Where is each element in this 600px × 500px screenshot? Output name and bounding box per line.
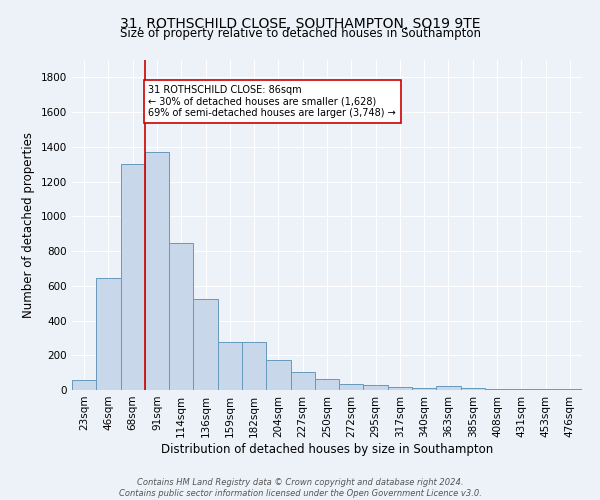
Text: 31, ROTHSCHILD CLOSE, SOUTHAMPTON, SO19 9TE: 31, ROTHSCHILD CLOSE, SOUTHAMPTON, SO19 … — [120, 18, 480, 32]
Bar — [509, 389, 533, 390]
Bar — [145, 152, 169, 390]
Bar — [315, 378, 339, 390]
Bar — [218, 342, 242, 390]
Bar — [412, 388, 436, 390]
Bar — [96, 278, 121, 390]
Bar — [193, 299, 218, 390]
Bar — [533, 389, 558, 390]
Bar — [339, 384, 364, 390]
Bar — [558, 389, 582, 390]
Bar — [242, 342, 266, 390]
X-axis label: Distribution of detached houses by size in Southampton: Distribution of detached houses by size … — [161, 442, 493, 456]
Text: Size of property relative to detached houses in Southampton: Size of property relative to detached ho… — [119, 28, 481, 40]
Bar — [388, 388, 412, 390]
Bar — [72, 380, 96, 390]
Text: Contains HM Land Registry data © Crown copyright and database right 2024.
Contai: Contains HM Land Registry data © Crown c… — [119, 478, 481, 498]
Bar — [436, 386, 461, 390]
Bar — [290, 372, 315, 390]
Bar — [169, 243, 193, 390]
Bar — [121, 164, 145, 390]
Bar — [485, 389, 509, 390]
Bar — [364, 385, 388, 390]
Y-axis label: Number of detached properties: Number of detached properties — [22, 132, 35, 318]
Bar — [266, 360, 290, 390]
Bar — [461, 388, 485, 390]
Text: 31 ROTHSCHILD CLOSE: 86sqm
← 30% of detached houses are smaller (1,628)
69% of s: 31 ROTHSCHILD CLOSE: 86sqm ← 30% of deta… — [149, 85, 396, 118]
